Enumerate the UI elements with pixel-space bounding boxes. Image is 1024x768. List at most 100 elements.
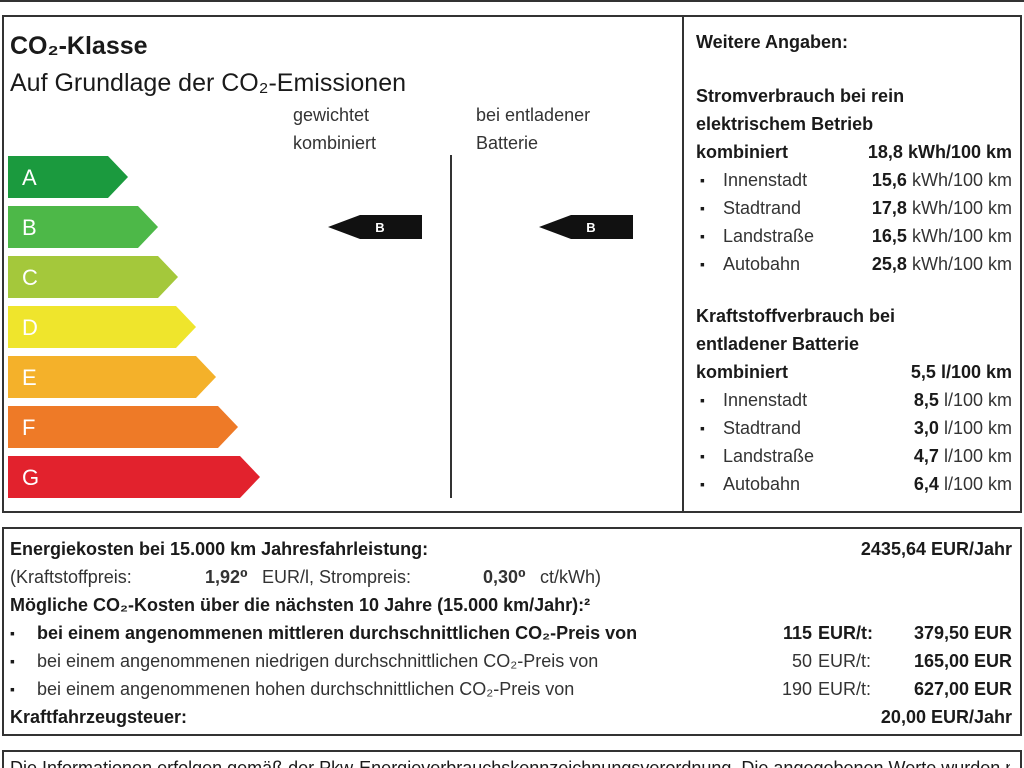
item-value: 25,8 kWh/100 km [840, 253, 1012, 275]
item-label: Innenstadt [723, 390, 808, 410]
value: 4,7 [913, 446, 939, 466]
value: 15,6 [871, 170, 907, 190]
class-arrow [8, 256, 178, 298]
item-value: 4,7 l/100 km [840, 445, 1012, 467]
bullet: ▪ [700, 420, 705, 436]
co2-amount: 165,00 EUR [913, 651, 1012, 671]
price-text: (Kraftstoffpreis: [10, 567, 132, 587]
unit: l/100 km [943, 474, 1012, 494]
co2-unit: EUR/t: [818, 651, 872, 671]
value: 25,8 [871, 254, 907, 274]
item-label: Landstraße [723, 446, 815, 466]
class-marker [328, 215, 422, 239]
co2-amount: 379,50 EUR [913, 623, 1012, 643]
bullet: ▪ [10, 653, 15, 669]
value: 3,0 [913, 418, 939, 438]
class-letter: E [22, 365, 37, 390]
combined-value: 5,5 l/100 km [910, 362, 1012, 382]
costs-box [2, 527, 1022, 736]
class-letter: F [22, 415, 35, 440]
co2-amount: 627,00 EUR [913, 679, 1012, 699]
bullet: ▪ [10, 625, 15, 641]
class-letter: A [22, 165, 37, 190]
combined-label: kombiniert [696, 362, 789, 382]
item-value: 16,5 kWh/100 km [840, 225, 1012, 247]
label-box [2, 15, 1022, 513]
unit: kWh/100 km [911, 254, 1012, 274]
class-marker [539, 215, 633, 239]
column-head: Batterie [476, 133, 539, 153]
unit: kWh/100 km [911, 170, 1012, 190]
price-text: 1,92⁰ [205, 567, 248, 587]
column-head: kombiniert [293, 133, 377, 153]
price-text: ct/kWh) [540, 567, 601, 587]
co2-title: Mögliche CO₂-Kosten über die nächsten 10… [10, 595, 591, 615]
class-arrow [8, 156, 128, 198]
item-value: 3,0 l/100 km [840, 417, 1012, 439]
class-marker-letter: B [586, 220, 595, 235]
column-head: gewichtet [293, 105, 370, 125]
section-heading: entladener Batterie [696, 334, 860, 354]
item-label: Stadtrand [723, 198, 802, 218]
item-label: Innenstadt [723, 170, 808, 190]
item-value: 6,4 l/100 km [840, 473, 1012, 495]
class-marker-letter: B [375, 220, 384, 235]
energy-value: 2435,64 EUR/Jahr [860, 539, 1012, 559]
bullet: ▪ [10, 681, 15, 697]
co2-price: 115 [782, 623, 812, 643]
section-heading: Kraftstoffverbrauch bei [696, 306, 896, 326]
class-letter: C [22, 265, 38, 290]
class-letter: G [22, 465, 39, 490]
bullet: ▪ [700, 228, 705, 244]
item-value: 15,6 kWh/100 km [840, 169, 1012, 191]
bullet: ▪ [700, 172, 705, 188]
co2-price: 190 [781, 679, 812, 699]
unit: l/100 km [943, 446, 1012, 466]
section-heading: elektrischem Betrieb [696, 114, 874, 134]
divider [682, 15, 684, 513]
section-heading: Stromverbrauch bei rein [696, 86, 905, 106]
bullet: ▪ [700, 256, 705, 272]
details-title: Weitere Angaben: [696, 32, 849, 52]
co2-price: 50 [791, 651, 812, 671]
class-subtitle: Auf Grundlage der CO₂-Emissionen [10, 69, 406, 97]
bullet: ▪ [700, 476, 705, 492]
tax-label: Kraftfahrzeugsteuer: [10, 707, 188, 727]
tax-value: 20,00 EUR/Jahr [880, 707, 1012, 727]
column-head: bei entladener [476, 105, 591, 125]
item-label: Autobahn [723, 474, 801, 494]
item-label: Landstraße [723, 226, 815, 246]
class-arrow [8, 206, 158, 248]
bullet: ▪ [700, 200, 705, 216]
class-arrow [8, 456, 260, 498]
class-arrow [8, 406, 238, 448]
unit: l/100 km [943, 418, 1012, 438]
class-letter: D [22, 315, 38, 340]
unit: kWh/100 km [911, 198, 1012, 218]
item-label: Stadtrand [723, 418, 802, 438]
value: 6,4 [913, 474, 939, 494]
class-title: CO₂-Klasse [10, 32, 148, 60]
unit: kWh/100 km [911, 226, 1012, 246]
combined-label: kombiniert [696, 142, 789, 162]
unit: l/100 km [943, 390, 1012, 410]
value: 17,8 [871, 198, 907, 218]
bullet: ▪ [700, 392, 705, 408]
value: 16,5 [871, 226, 907, 246]
co2-row-text: bei einem angenommenen mittleren durchsc… [37, 623, 638, 643]
footer-text: Die Informationen erfolgen gemäß der Pkw… [10, 758, 1010, 768]
bullet: ▪ [700, 448, 705, 464]
price-text: 0,30⁰ [483, 567, 526, 587]
class-arrow [8, 306, 196, 348]
top-rule [0, 0, 1024, 2]
co2-unit: EUR/t: [818, 679, 872, 699]
co2-unit: EUR/t: [818, 623, 873, 643]
class-letter: B [22, 215, 37, 240]
energy-label: Energiekosten bei 15.000 km Jahresfahrle… [10, 539, 429, 559]
price-text: EUR/l, Strompreis: [262, 567, 412, 587]
value: 8,5 [913, 390, 939, 410]
co2-row-text: bei einem angenommenen niedrigen durchsc… [37, 651, 599, 671]
item-label: Autobahn [723, 254, 801, 274]
